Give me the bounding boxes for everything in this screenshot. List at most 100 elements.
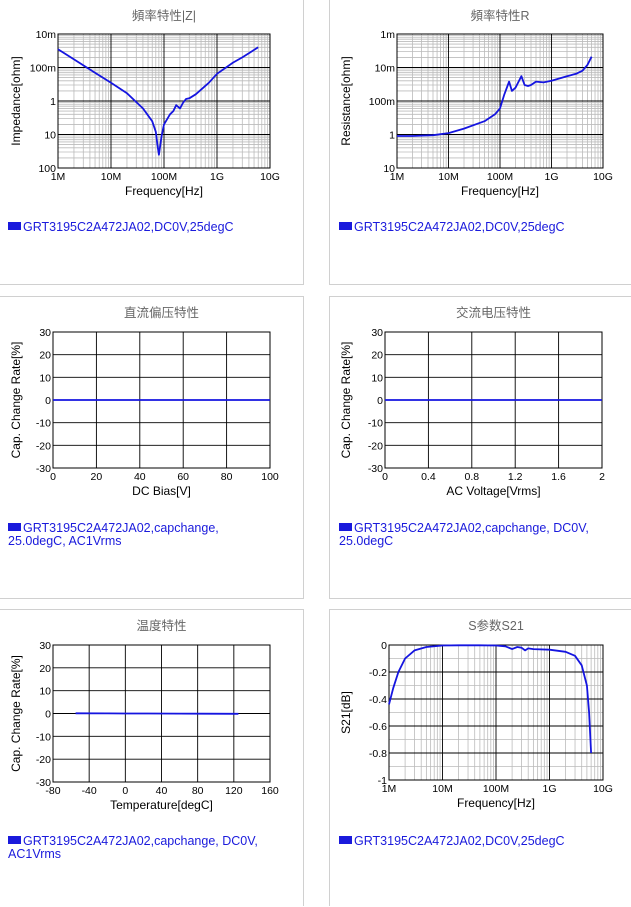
y-tick-label: 10 (44, 130, 56, 142)
x-tick-label: 1.2 (508, 471, 523, 483)
legend-label: GRT3195C2A472JA02,DC0V,25degC (354, 834, 565, 848)
legend-impedance: GRT3195C2A472JA02,DC0V,25degC (8, 221, 298, 234)
y-tick-label: 100m (30, 63, 57, 75)
y-tick-label: -0.2 (369, 667, 387, 679)
y-tick-label: 0 (45, 395, 51, 407)
plot-frame (52, 644, 271, 783)
y-tick-label: 1 (389, 130, 395, 142)
legend-s21: GRT3195C2A472JA02,DC0V,25degC (339, 835, 629, 848)
x-tick-label: 1G (544, 171, 558, 183)
y-tick-label: 10m (375, 63, 396, 75)
x-tick-label: 1G (210, 171, 224, 183)
legend-ac-voltage: GRT3195C2A472JA02,capchange, DC0V, 25.0d… (339, 522, 614, 548)
y-tick-label: -20 (368, 440, 383, 452)
x-axis-label: DC Bias[V] (132, 484, 191, 498)
y-tick-label: 1m (380, 29, 395, 41)
x-tick-label: 1.6 (551, 471, 566, 483)
chart-panel-resistance: 1M 10M 100M 1G 10G 1m 10m 100m 1 10 頻率特性R Frequency… (329, 0, 631, 285)
y-axis-label: Impedance[ohm] (9, 56, 23, 145)
x-tick-label: 10G (593, 783, 613, 795)
chart-panel-impedance: 1M 10M 100M 1G 10G 10m 100m 1 10 100 頻率特性|Z| Freque… (0, 0, 304, 285)
x-tick-label: 0 (382, 471, 388, 483)
chart-title: 直流偏压特性 (124, 305, 199, 320)
y-tick-label: -10 (368, 418, 383, 430)
y-tick-label: -0.6 (369, 721, 387, 733)
y-tick-label: 10 (39, 686, 51, 698)
y-tick-label: 20 (39, 663, 51, 675)
x-axis-label: Temperature[degC] (110, 798, 213, 812)
legend-swatch (339, 523, 352, 531)
legend-label: GRT3195C2A472JA02,capchange, DC0V, 25.0d… (339, 521, 589, 548)
x-tick-label: 80 (221, 471, 233, 483)
temperature-chart: -80 -40 0 40 80 120 160 30 20 10 0 -10 -20 -30 温度特性 Tem… (9, 618, 279, 812)
y-tick-label: 1 (50, 96, 56, 108)
y-tick-label: 20 (39, 350, 51, 362)
legend-resistance: GRT3195C2A472JA02,DC0V,25degC (339, 221, 629, 234)
x-tick-label: 0.4 (421, 471, 436, 483)
y-tick-label: -20 (36, 440, 51, 452)
chart-title: 頻率特性|Z| (132, 8, 196, 23)
y-axis-label: Cap. Change Rate[%] (9, 342, 23, 459)
series-line (57, 46, 259, 156)
chart-panel-ac-voltage: 0 0.4 0.8 1.2 1.6 2 30 20 10 0 -10 -20 -30 交流电压特性 AC V… (329, 296, 631, 599)
x-tick-label: 10M (101, 171, 121, 183)
y-tick-label: 10 (371, 372, 383, 384)
y-tick-label: 100 (38, 163, 56, 175)
series-line (75, 712, 239, 715)
y-axis-label: Cap. Change Rate[%] (9, 655, 23, 772)
x-tick-label: 10G (260, 171, 280, 183)
x-tick-label: 100 (261, 471, 279, 483)
legend-swatch (8, 523, 21, 531)
x-tick-label: 10G (593, 171, 613, 183)
y-axis-label: S21[dB] (339, 691, 353, 734)
x-axis-label: Frequency[Hz] (461, 184, 539, 198)
y-tick-label: -30 (368, 463, 383, 475)
x-axis-label: Frequency[Hz] (125, 184, 203, 198)
y-tick-label: 0 (381, 640, 387, 652)
legend-temperature: GRT3195C2A472JA02,capchange, DC0V, AC1Vr… (8, 835, 288, 861)
x-tick-label: 160 (261, 785, 279, 797)
x-tick-label: 100M (487, 171, 513, 183)
chart-title: 頻率特性R (470, 8, 529, 23)
chart-panel-dc-bias: 0 20 40 60 80 100 30 20 10 0 -10 -20 -30 直流偏压特性 DC Bia… (0, 296, 304, 599)
y-tick-label: -1 (378, 775, 387, 787)
chart-panel-temperature: -80 -40 0 40 80 120 160 30 20 10 0 -10 -20 -30 温度特性 Tem… (0, 609, 304, 906)
x-tick-label: 10M (438, 171, 458, 183)
x-tick-label: 0 (122, 785, 128, 797)
x-tick-label: -40 (82, 785, 97, 797)
x-tick-label: 1M (51, 171, 66, 183)
x-tick-label: 60 (177, 471, 189, 483)
y-tick-label: -30 (36, 463, 51, 475)
x-tick-label: 80 (192, 785, 204, 797)
y-tick-label: -30 (36, 777, 51, 789)
y-axis-label: Cap. Change Rate[%] (339, 342, 353, 459)
y-tick-label: 0 (377, 395, 383, 407)
x-tick-label: 40 (134, 471, 146, 483)
legend-swatch (339, 222, 352, 230)
legend-label: GRT3195C2A472JA02,capchange, 25.0degC, A… (8, 521, 219, 548)
y-tick-label: 30 (39, 640, 51, 652)
chart-panel-s21: 1M 10M 100M 1G 10G 0 -0.2 -0.4 -0.6 -0.8 -1 S参数S21 F… (329, 609, 631, 906)
x-tick-label: 40 (156, 785, 168, 797)
x-tick-label: 120 (225, 785, 243, 797)
legend-dc-bias: GRT3195C2A472JA02,capchange, 25.0degC, A… (8, 522, 248, 548)
x-tick-label: 0 (50, 471, 56, 483)
x-tick-label: 20 (91, 471, 103, 483)
plot-frame (396, 33, 604, 169)
x-tick-label: 1G (542, 783, 556, 795)
x-axis-label: AC Voltage[Vrms] (446, 484, 540, 498)
legend-label: GRT3195C2A472JA02,DC0V,25degC (354, 220, 565, 234)
x-tick-label: 10M (432, 783, 452, 795)
legend-swatch (339, 836, 352, 844)
y-tick-label: 30 (371, 327, 383, 339)
impedance-chart: 1M 10M 100M 1G 10G 10m 100m 1 10 100 頻率特性|Z| Freque… (9, 8, 280, 198)
chart-title: 交流电压特性 (456, 305, 531, 320)
resistance-chart: 1M 10M 100M 1G 10G 1m 10m 100m 1 10 頻率特性R Frequency… (339, 8, 613, 198)
plot-frame (57, 33, 271, 169)
x-tick-label: 1M (390, 171, 405, 183)
legend-swatch (8, 836, 21, 844)
chart-title: 温度特性 (136, 618, 186, 633)
s21-chart: 1M 10M 100M 1G 10G 0 -0.2 -0.4 -0.6 -0.8 -1 S参数S21 F… (339, 618, 613, 810)
x-tick-label: 0.8 (464, 471, 479, 483)
